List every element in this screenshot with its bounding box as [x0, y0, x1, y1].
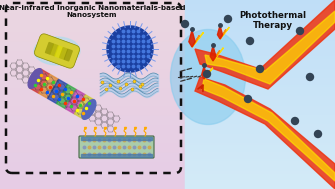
Polygon shape: [39, 74, 59, 98]
Polygon shape: [202, 66, 206, 79]
Polygon shape: [195, 0, 335, 89]
Polygon shape: [192, 32, 204, 47]
Polygon shape: [74, 95, 94, 119]
Polygon shape: [65, 90, 85, 114]
Circle shape: [315, 130, 322, 138]
Polygon shape: [48, 79, 67, 104]
Polygon shape: [189, 30, 195, 47]
Polygon shape: [213, 51, 220, 61]
FancyBboxPatch shape: [35, 34, 80, 68]
FancyBboxPatch shape: [45, 42, 54, 55]
Polygon shape: [107, 26, 153, 72]
Text: Near-infrared Inorganic Nanomaterials-based
Nanosystem: Near-infrared Inorganic Nanomaterials-ba…: [0, 5, 185, 18]
Circle shape: [307, 74, 314, 81]
Ellipse shape: [171, 29, 246, 125]
Polygon shape: [57, 84, 76, 109]
Circle shape: [296, 28, 304, 35]
FancyBboxPatch shape: [59, 47, 68, 60]
Circle shape: [257, 66, 264, 73]
Circle shape: [203, 70, 210, 77]
Circle shape: [247, 37, 254, 44]
Polygon shape: [202, 79, 335, 181]
Polygon shape: [30, 69, 50, 93]
Polygon shape: [220, 30, 226, 39]
Polygon shape: [210, 46, 216, 61]
Circle shape: [182, 20, 189, 28]
Polygon shape: [204, 70, 210, 79]
Circle shape: [224, 15, 231, 22]
Circle shape: [291, 118, 298, 125]
Polygon shape: [217, 25, 222, 39]
Polygon shape: [220, 27, 229, 39]
Circle shape: [245, 95, 252, 102]
Polygon shape: [213, 48, 223, 61]
Polygon shape: [192, 36, 199, 47]
FancyBboxPatch shape: [64, 49, 73, 61]
Polygon shape: [195, 77, 335, 189]
FancyBboxPatch shape: [79, 136, 154, 158]
Ellipse shape: [34, 37, 80, 65]
FancyBboxPatch shape: [54, 45, 64, 58]
Ellipse shape: [82, 100, 96, 119]
Text: Photothermal
Therapy: Photothermal Therapy: [240, 11, 307, 30]
Polygon shape: [205, 11, 335, 84]
FancyBboxPatch shape: [50, 43, 59, 56]
Ellipse shape: [28, 69, 42, 88]
Polygon shape: [204, 68, 213, 79]
